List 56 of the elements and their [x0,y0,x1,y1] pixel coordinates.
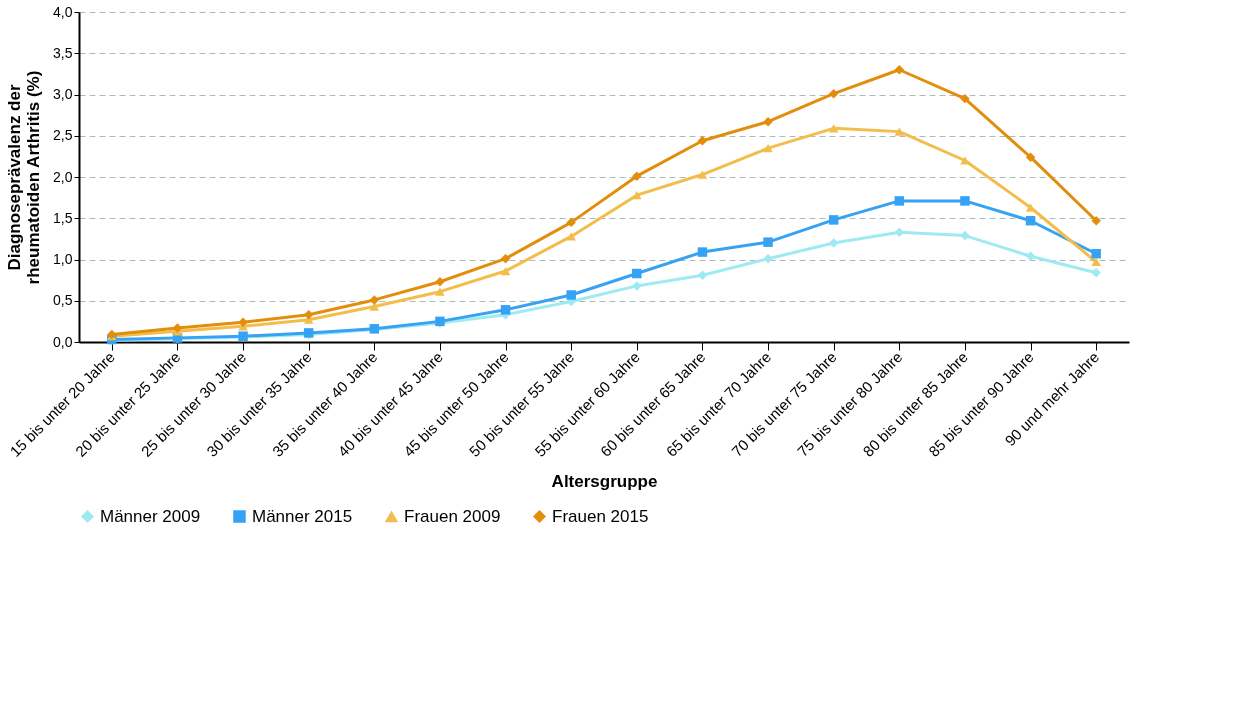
legend-label: Frauen 2015 [552,506,649,526]
point [960,230,970,241]
point [960,196,970,206]
y-tick-label: 1,0 [53,251,73,267]
y-tick-label: 2,0 [53,168,73,185]
point [1025,251,1036,261]
point [894,196,905,206]
point [1025,152,1036,162]
point [960,93,970,104]
point [697,135,708,146]
point [632,191,642,200]
y-tick-label: 3,0 [53,86,73,102]
point [1091,267,1101,278]
point [1091,257,1101,267]
y-tick-label: 0,0 [53,333,73,350]
point [828,124,839,133]
point [697,247,708,257]
x-axis-title: Altersgruppe [551,471,658,491]
point [1091,215,1101,226]
point [369,295,380,305]
point [960,156,970,165]
point [763,253,773,264]
y-tick-label: 3,5 [53,44,73,61]
point [763,116,773,127]
y-tick-label: 1,5 [53,209,73,226]
point [828,238,839,248]
point [500,266,511,276]
legend-label: Frauen 2009 [404,506,501,526]
point [500,305,511,315]
point [697,270,708,280]
point [369,302,380,311]
point [566,290,576,300]
point [435,287,445,296]
point [632,171,642,181]
point [763,144,773,153]
point [1091,248,1101,259]
y-tick-label: 0,5 [53,292,73,309]
point [566,232,576,241]
point [435,277,445,287]
point [763,237,773,247]
legend-label: Männer 2015 [252,506,353,526]
legend-label: Männer 2009 [100,506,201,526]
point [303,310,314,320]
point [828,215,839,225]
point [500,253,511,264]
point [632,268,642,279]
y-tick-label: 4,0 [53,3,73,20]
point [894,65,905,75]
point [632,281,642,291]
point [894,127,905,136]
point [828,88,839,99]
point [1025,215,1036,226]
point [697,170,708,179]
point [566,217,576,228]
y-tick-label: 2,5 [53,127,73,144]
y-axis-title: Diagnoseprävalenz der rheumatoiden Arthritis (%) [5,70,44,285]
